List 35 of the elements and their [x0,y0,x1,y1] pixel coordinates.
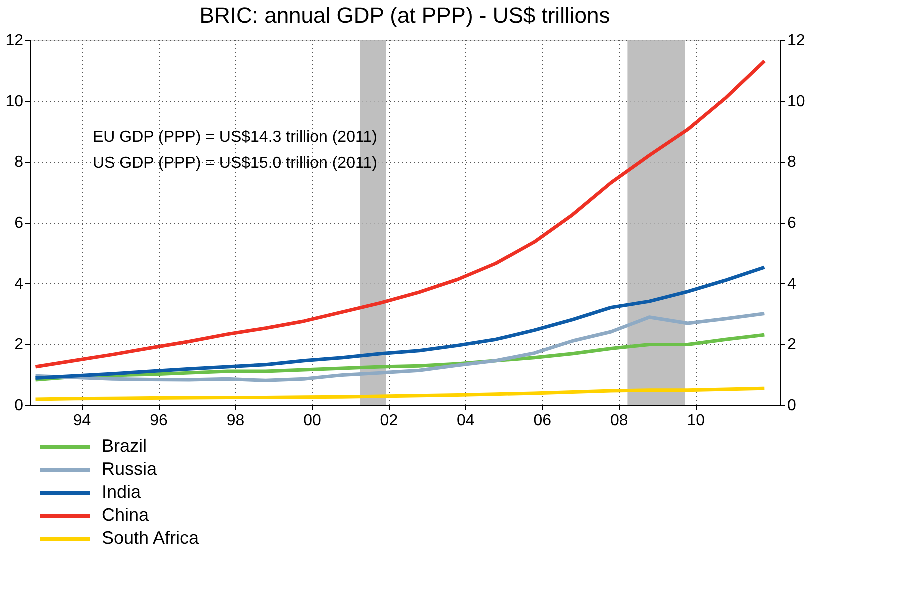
annotation: US GDP (PPP) = US$15.0 trillion (2011) [93,155,378,172]
y2-tick-label: 6 [788,215,796,232]
line-series [34,312,766,382]
chart-title: BRIC: annual GDP (at PPP) - US$ trillions [200,3,610,28]
y-tick-label: 4 [14,276,24,293]
x-tick-label: 06 [534,412,552,430]
y2-tick-label: 8 [788,154,796,172]
line-series [34,60,766,369]
x-tick-label: 08 [610,412,628,430]
legend-label: Russia [102,459,158,479]
line-series [34,386,766,402]
y-tick-label: 10 [6,93,24,110]
y2-tick-label: 4 [788,276,796,293]
y-tick-label: 0 [14,398,24,414]
y-tick-label: 12 [6,32,24,50]
annotation: EU GDP (PPP) = US$14.3 trillion (2011) [93,129,378,146]
y-tick-label: 8 [14,154,24,172]
x-tick-label: 10 [687,412,706,430]
y2-tick-label: 10 [788,93,806,110]
y2-tick-label: 12 [788,32,806,50]
x-tick-label: 04 [457,412,475,430]
x-tick-label: 96 [150,412,168,430]
legend-label: Brazil [102,436,148,456]
legend-label: China [102,505,150,525]
y-tick-label: 6 [14,215,24,232]
legend-label: South Africa [102,528,200,548]
y-tick-label: 2 [14,336,24,354]
x-tick-label: 02 [380,412,398,430]
legend-label: India [102,482,142,502]
x-tick-label: 98 [226,412,245,430]
x-tick-label: 94 [73,412,92,430]
y2-tick-label: 2 [788,336,796,354]
line-series [34,266,766,380]
x-tick-label: 00 [304,412,322,430]
y2-tick-label: 0 [788,398,796,414]
